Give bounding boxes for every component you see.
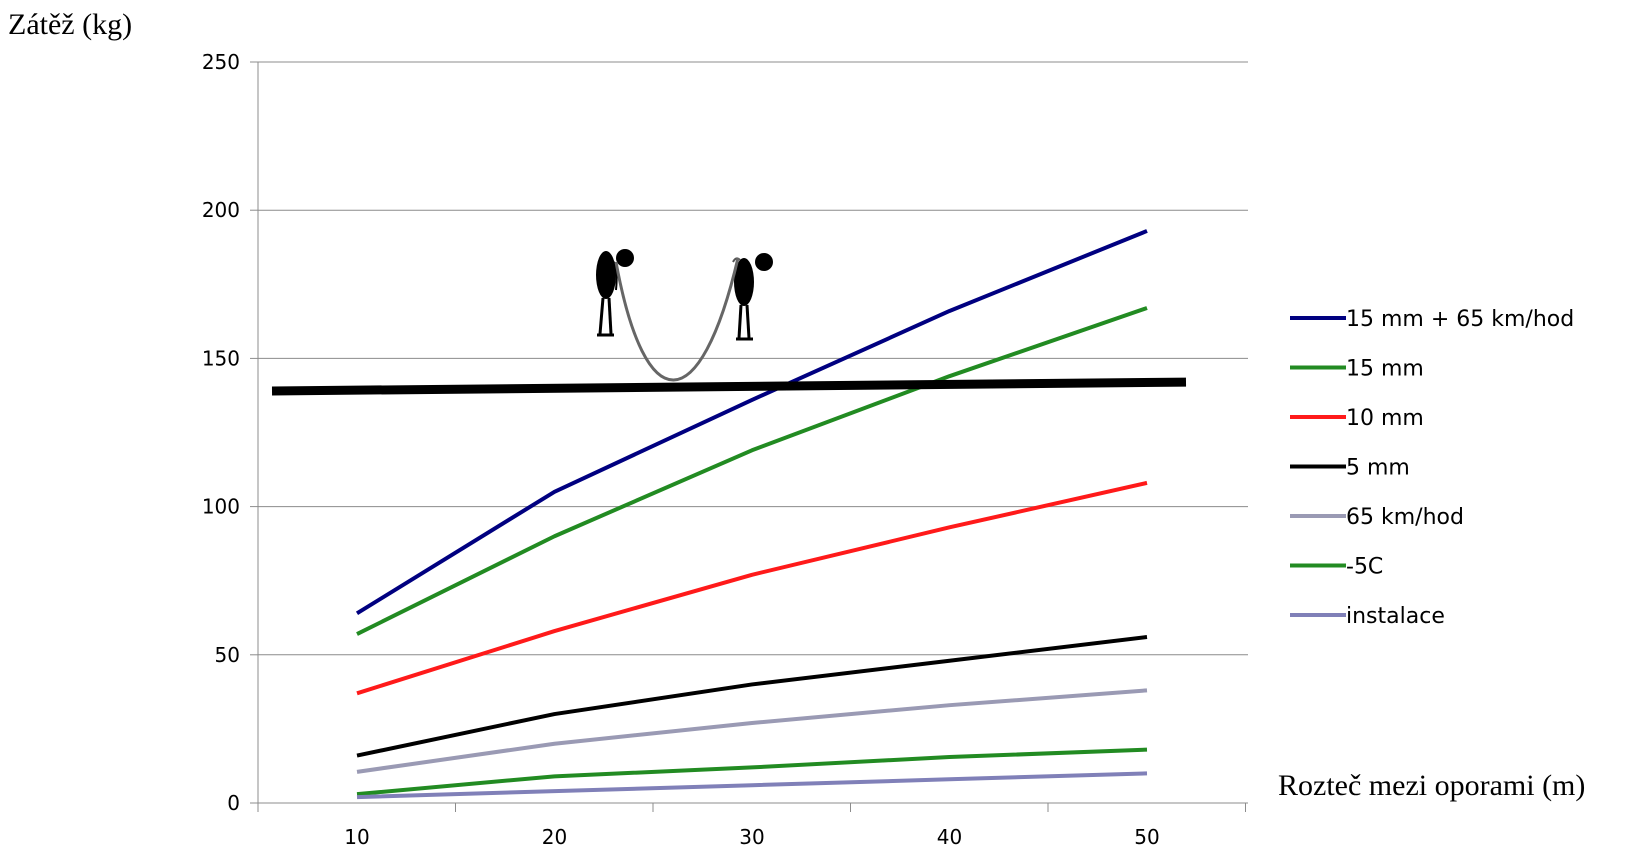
legend-label-3: 5 mm bbox=[1346, 456, 1410, 481]
x-axis-title: Rozteč mezi oporami (m) bbox=[1278, 769, 1586, 802]
y-tick-label: 150 bbox=[202, 346, 240, 370]
tick-labels: 0 50 100 150 200 250 10 20 30 40 50 bbox=[202, 50, 1160, 849]
reference-line-mark bbox=[271, 377, 1187, 396]
y-axis-title: Zátěž (kg) bbox=[8, 8, 133, 41]
sagging-cable-illustration bbox=[596, 249, 773, 382]
legend-label-4: 65 km/hod bbox=[1346, 505, 1464, 530]
x-tick-label: 30 bbox=[739, 825, 764, 849]
series-line-4 bbox=[356, 688, 1148, 774]
series-line-6 bbox=[356, 771, 1148, 800]
sagging-rope bbox=[614, 257, 740, 382]
x-tick-label: 50 bbox=[1134, 825, 1159, 849]
legend: 15 mm + 65 km/hod 15 mm 10 mm 5 mm 65 km/hod… bbox=[1290, 307, 1574, 629]
y-tick-label: 0 bbox=[227, 791, 240, 815]
grid-lines bbox=[258, 61, 1248, 656]
left-figure-icon bbox=[596, 249, 634, 337]
series-lines bbox=[355, 229, 1148, 800]
legend-label-1: 15 mm bbox=[1346, 357, 1424, 382]
x-tick-label: 40 bbox=[937, 825, 962, 849]
right-figure-icon bbox=[732, 253, 773, 341]
y-tick-label: 100 bbox=[202, 495, 240, 519]
y-tick-label: 250 bbox=[202, 50, 240, 74]
series-line-1 bbox=[356, 306, 1148, 636]
series-line-0 bbox=[355, 229, 1148, 616]
axes bbox=[250, 61, 1248, 812]
x-tick-label: 20 bbox=[542, 825, 567, 849]
series-line-2 bbox=[356, 480, 1148, 696]
legend-label-6: instalace bbox=[1346, 604, 1445, 629]
legend-label-5: -5C bbox=[1346, 555, 1383, 580]
y-tick-label: 200 bbox=[202, 198, 240, 222]
y-tick-label: 50 bbox=[215, 643, 240, 667]
legend-label-0: 15 mm + 65 km/hod bbox=[1346, 307, 1574, 332]
legend-label-2: 10 mm bbox=[1346, 406, 1424, 431]
reference-line bbox=[271, 377, 1187, 396]
x-tick-label: 10 bbox=[344, 825, 369, 849]
series-line-5 bbox=[356, 747, 1148, 797]
series-line-3 bbox=[356, 635, 1148, 758]
